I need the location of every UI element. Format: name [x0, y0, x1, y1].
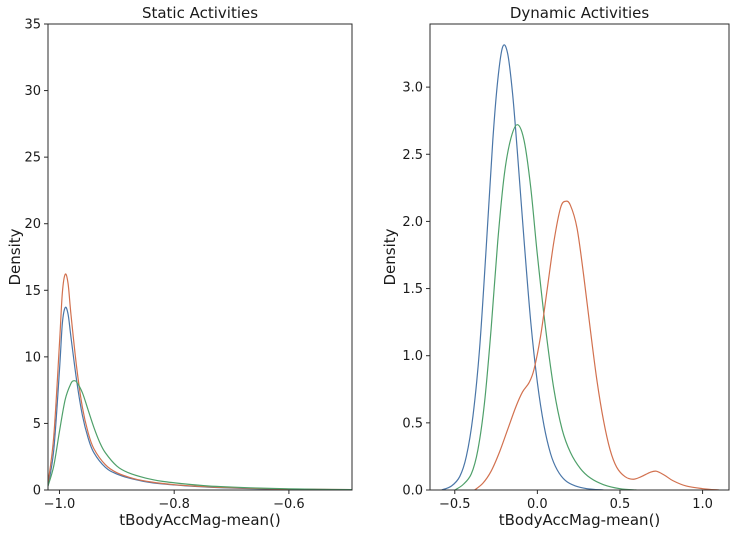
- y-tick-label: 25: [24, 151, 41, 166]
- x-tick-label: 0.5: [610, 497, 631, 512]
- orange-density-curve: [474, 200, 720, 490]
- dynamic-activities-plot: −0.5 0.0 0.5 1.0 0.0 0.5 1.0 1.5 2.0 2.5 3.0: [402, 23, 730, 512]
- y-axis-label-dynamic: Density: [381, 228, 399, 286]
- x-tick-label: −0.8: [158, 497, 190, 512]
- chart-title-static: Static Activities: [141, 4, 259, 22]
- green-density-curve: [454, 124, 637, 490]
- y-tick-label: 15: [24, 284, 41, 299]
- x-axis-label-static: tBodyAccMag-mean(): [119, 511, 281, 529]
- axes-frame: [47, 23, 353, 491]
- green-density-curve: [48, 380, 352, 490]
- x-tick-label: 1.0: [692, 497, 713, 512]
- y-axis-label-static: Density: [6, 228, 24, 286]
- dynamic-activities-panel: −0.5 0.0 0.5 1.0 0.0 0.5 1.0 1.5 2.0 2.5 3.0 Dynam…: [368, 0, 736, 542]
- y-tick-label: 35: [24, 18, 41, 33]
- x-tick-label: −1.0: [44, 497, 76, 512]
- axes-frame: [429, 23, 730, 491]
- y-tick-label: 0.0: [402, 484, 423, 499]
- y-tick-label: 30: [24, 84, 41, 99]
- blue-density-curve: [441, 44, 604, 490]
- y-tick-label: 3.0: [402, 81, 423, 96]
- y-tick-label: 0: [33, 484, 41, 499]
- chart-title-dynamic: Dynamic Activities: [509, 4, 650, 22]
- static-activities-plot: −1.0 −0.8 −0.6 0 5 10 15 20 25 30 35: [24, 18, 353, 512]
- x-tick-label: 0.0: [527, 497, 548, 512]
- orange-density-curve: [48, 273, 352, 490]
- y-tick-label: 10: [24, 350, 41, 365]
- y-tick-label: 2.5: [402, 148, 423, 163]
- x-axis-label-dynamic: tBodyAccMag-mean(): [498, 511, 661, 529]
- blue-density-curve: [48, 306, 352, 490]
- y-tick-label: 1.0: [402, 349, 423, 364]
- x-tick-label: −0.5: [439, 497, 471, 512]
- x-tick-label: −0.6: [273, 497, 305, 512]
- y-tick-label: 2.0: [402, 215, 423, 230]
- y-tick-label: 1.5: [402, 282, 423, 297]
- y-tick-label: 5: [33, 417, 41, 432]
- y-tick-label: 20: [24, 217, 41, 232]
- static-activities-panel: −1.0 −0.8 −0.6 0 5 10 15 20 25 30 35 Static Activi…: [6, 4, 353, 529]
- y-tick-label: 0.5: [402, 416, 423, 431]
